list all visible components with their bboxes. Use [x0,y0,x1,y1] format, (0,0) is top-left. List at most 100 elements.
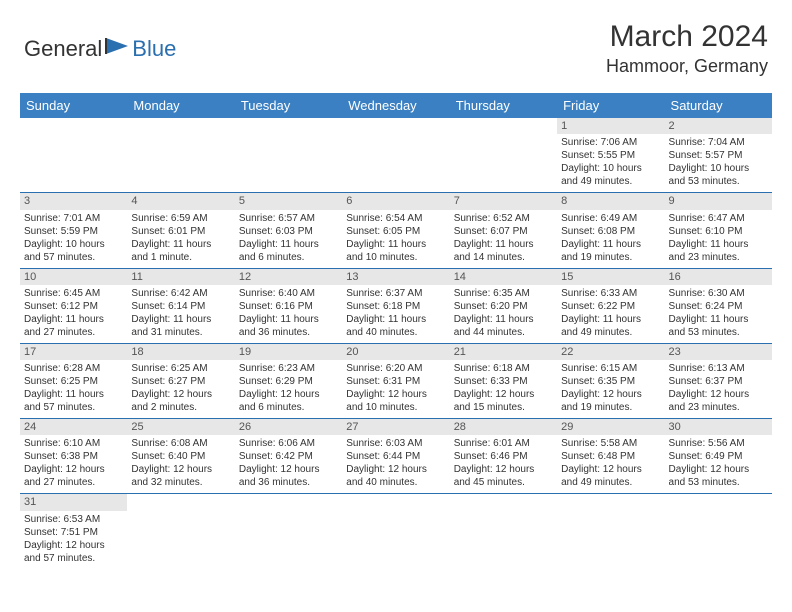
calendar-cell: 10Sunrise: 6:45 AMSunset: 6:12 PMDayligh… [20,269,127,343]
cell-sunset: Sunset: 6:20 PM [454,300,553,313]
calendar-cell: 1Sunrise: 7:06 AMSunset: 5:55 PMDaylight… [557,118,664,192]
cell-day1: Daylight: 12 hours [669,388,768,401]
cell-sunset: Sunset: 6:12 PM [24,300,123,313]
cell-day1: Daylight: 11 hours [131,313,230,326]
day-number: 20 [342,344,449,360]
calendar-cell: 14Sunrise: 6:35 AMSunset: 6:20 PMDayligh… [450,269,557,343]
cell-day1: Daylight: 11 hours [454,313,553,326]
cell-sunset: Sunset: 6:18 PM [346,300,445,313]
calendar-cell: . [235,118,342,192]
cell-sunset: Sunset: 6:27 PM [131,375,230,388]
day-number: 17 [20,344,127,360]
cell-sunset: Sunset: 6:49 PM [669,450,768,463]
day-number: 9 [665,193,772,209]
day-number: 3 [20,193,127,209]
cell-sunrise: Sunrise: 6:47 AM [669,212,768,225]
cell-day2: and 53 minutes. [669,476,768,489]
cell-sunset: Sunset: 6:46 PM [454,450,553,463]
calendar-cell: 26 Sunrise: 6:06 AMSunset: 6:42 PMDayligh… [235,419,342,493]
calendar-cell: 19Sunrise: 6:23 AMSunset: 6:29 PMDayligh… [235,344,342,418]
cell-day1: Daylight: 12 hours [561,388,660,401]
cell-day1: Daylight: 10 hours [561,162,660,175]
cell-sunrise: Sunrise: 6:06 AM [239,437,338,450]
week-row: 3Sunrise: 7:01 AMSunset: 5:59 PMDaylight… [20,193,772,268]
cell-sunset: Sunset: 6:31 PM [346,375,445,388]
day-number: 7 [450,193,557,209]
day-header: Thursday [450,93,557,118]
cell-sunset: Sunset: 6:14 PM [131,300,230,313]
cell-sunrise: Sunrise: 6:03 AM [346,437,445,450]
day-number: 26 [235,419,342,435]
calendar-cell: 29Sunrise: 5:58 AMSunset: 6:48 PMDayligh… [557,419,664,493]
week-row: .....1Sunrise: 7:06 AMSunset: 5:55 PMDay… [20,118,772,193]
cell-sunrise: Sunrise: 6:57 AM [239,212,338,225]
cell-sunrise: Sunrise: 6:30 AM [669,287,768,300]
calendar-cell: 31Sunrise: 6:53 AMSunset: 7:51 PMDayligh… [20,494,127,568]
cell-sunset: Sunset: 5:55 PM [561,149,660,162]
cell-day1: Daylight: 12 hours [24,539,123,552]
calendar-cell: . [20,118,127,192]
cell-sunrise: Sunrise: 6:28 AM [24,362,123,375]
cell-sunset: Sunset: 7:51 PM [24,526,123,539]
calendar-cell: 20Sunrise: 6:20 AMSunset: 6:31 PMDayligh… [342,344,449,418]
cell-sunrise: Sunrise: 6:13 AM [669,362,768,375]
day-number: 30 [665,419,772,435]
cell-day1: Daylight: 12 hours [131,388,230,401]
calendar-cell: 12Sunrise: 6:40 AMSunset: 6:16 PMDayligh… [235,269,342,343]
cell-day1: Daylight: 11 hours [669,313,768,326]
cell-sunset: Sunset: 6:22 PM [561,300,660,313]
day-number: 11 [127,269,234,285]
cell-day2: and 45 minutes. [454,476,553,489]
weeks-container: .....1Sunrise: 7:06 AMSunset: 5:55 PMDay… [20,118,772,569]
cell-sunrise: Sunrise: 5:56 AM [669,437,768,450]
cell-sunrise: Sunrise: 6:52 AM [454,212,553,225]
day-header: Monday [127,93,234,118]
day-header: Sunday [20,93,127,118]
cell-day2: and 44 minutes. [454,326,553,339]
day-number: 2 [665,118,772,134]
day-number: 6 [342,193,449,209]
day-number: 29 [557,419,664,435]
cell-day1: Daylight: 12 hours [346,388,445,401]
day-header: Tuesday [235,93,342,118]
cell-sunrise: Sunrise: 6:15 AM [561,362,660,375]
cell-sunset: Sunset: 6:05 PM [346,225,445,238]
cell-day2: and 2 minutes. [131,401,230,414]
cell-day1: Daylight: 12 hours [346,463,445,476]
cell-day2: and 14 minutes. [454,251,553,264]
day-number: 5 [235,193,342,209]
calendar-cell: 6Sunrise: 6:54 AMSunset: 6:05 PMDaylight… [342,193,449,267]
cell-day1: Daylight: 11 hours [131,238,230,251]
cell-sunset: Sunset: 6:03 PM [239,225,338,238]
cell-sunset: Sunset: 6:42 PM [239,450,338,463]
day-number: 13 [342,269,449,285]
logo-text-second: Blue [132,36,176,62]
calendar-cell: . [127,494,234,568]
cell-sunset: Sunset: 5:57 PM [669,149,768,162]
cell-sunrise: Sunrise: 6:10 AM [24,437,123,450]
day-number: 25 [127,419,234,435]
cell-day1: Daylight: 12 hours [131,463,230,476]
cell-day1: Daylight: 10 hours [669,162,768,175]
cell-day2: and 23 minutes. [669,401,768,414]
cell-sunrise: Sunrise: 7:04 AM [669,136,768,149]
cell-sunrise: Sunrise: 6:35 AM [454,287,553,300]
week-row: 10Sunrise: 6:45 AMSunset: 6:12 PMDayligh… [20,269,772,344]
cell-sunset: Sunset: 6:48 PM [561,450,660,463]
cell-sunrise: Sunrise: 6:40 AM [239,287,338,300]
cell-day2: and 31 minutes. [131,326,230,339]
calendar-cell: 23Sunrise: 6:13 AMSunset: 6:37 PMDayligh… [665,344,772,418]
calendar-cell: 7Sunrise: 6:52 AMSunset: 6:07 PMDaylight… [450,193,557,267]
cell-day1: Daylight: 12 hours [24,463,123,476]
cell-day1: Daylight: 11 hours [24,313,123,326]
calendar-cell: . [450,494,557,568]
cell-day2: and 57 minutes. [24,251,123,264]
day-number: 21 [450,344,557,360]
cell-day2: and 36 minutes. [239,476,338,489]
cell-sunrise: Sunrise: 6:53 AM [24,513,123,526]
cell-sunrise: Sunrise: 7:01 AM [24,212,123,225]
calendar-cell: 3Sunrise: 7:01 AMSunset: 5:59 PMDaylight… [20,193,127,267]
cell-day2: and 27 minutes. [24,326,123,339]
cell-day1: Daylight: 12 hours [239,463,338,476]
day-number: 12 [235,269,342,285]
